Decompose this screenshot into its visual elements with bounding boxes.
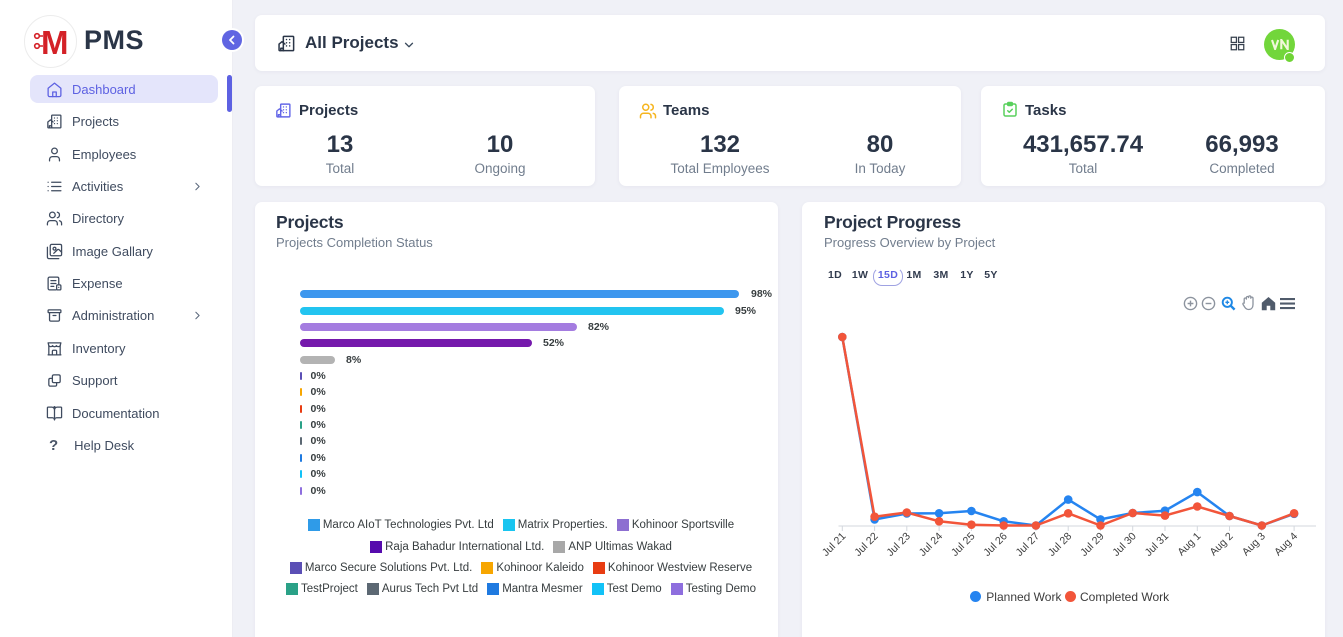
svg-text:Jul 24: Jul 24 [917, 530, 946, 559]
svg-text:Jul 26: Jul 26 [981, 530, 1010, 559]
svg-text:Jul 25: Jul 25 [949, 530, 978, 559]
svg-text:Jul 28: Jul 28 [1046, 530, 1075, 559]
svg-text:Jul 27: Jul 27 [1014, 530, 1043, 559]
svg-text:M: M [41, 24, 69, 59]
svg-text:Aug 1: Aug 1 [1175, 530, 1203, 558]
svg-text:Aug 2: Aug 2 [1208, 530, 1236, 558]
svg-text:Aug 4: Aug 4 [1272, 530, 1300, 558]
svg-text:Jul 22: Jul 22 [852, 530, 881, 559]
svg-text:Jul 23: Jul 23 [884, 530, 913, 559]
svg-text:Jul 30: Jul 30 [1110, 530, 1139, 559]
svg-text:Jul 31: Jul 31 [1143, 530, 1172, 559]
svg-text:Jul 29: Jul 29 [1078, 530, 1107, 559]
svg-text:Jul 21: Jul 21 [820, 530, 849, 559]
svg-text:Aug 3: Aug 3 [1240, 530, 1268, 558]
